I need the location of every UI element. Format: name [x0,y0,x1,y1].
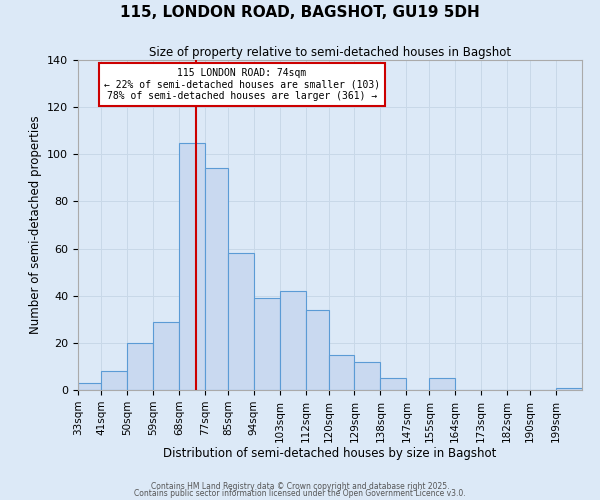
Bar [101,371,127,390]
Bar [280,291,305,390]
Y-axis label: Number of semi-detached properties: Number of semi-detached properties [29,116,41,334]
Bar [228,254,254,390]
Bar [305,310,329,390]
Text: Contains HM Land Registry data © Crown copyright and database right 2025.: Contains HM Land Registry data © Crown c… [151,482,449,491]
Text: Contains public sector information licensed under the Open Government Licence v3: Contains public sector information licen… [134,490,466,498]
Bar [153,322,179,390]
Bar [430,378,455,390]
Title: Size of property relative to semi-detached houses in Bagshot: Size of property relative to semi-detach… [149,46,511,59]
Bar [127,343,153,390]
Bar [78,383,101,390]
Text: 115 LONDON ROAD: 74sqm
← 22% of semi-detached houses are smaller (103)
78% of se: 115 LONDON ROAD: 74sqm ← 22% of semi-det… [104,68,380,102]
Bar [355,362,380,390]
Bar [556,388,582,390]
Bar [179,142,205,390]
Text: 115, LONDON ROAD, BAGSHOT, GU19 5DH: 115, LONDON ROAD, BAGSHOT, GU19 5DH [120,5,480,20]
Bar [329,354,355,390]
Bar [205,168,228,390]
X-axis label: Distribution of semi-detached houses by size in Bagshot: Distribution of semi-detached houses by … [163,448,497,460]
Bar [254,298,280,390]
Bar [380,378,406,390]
